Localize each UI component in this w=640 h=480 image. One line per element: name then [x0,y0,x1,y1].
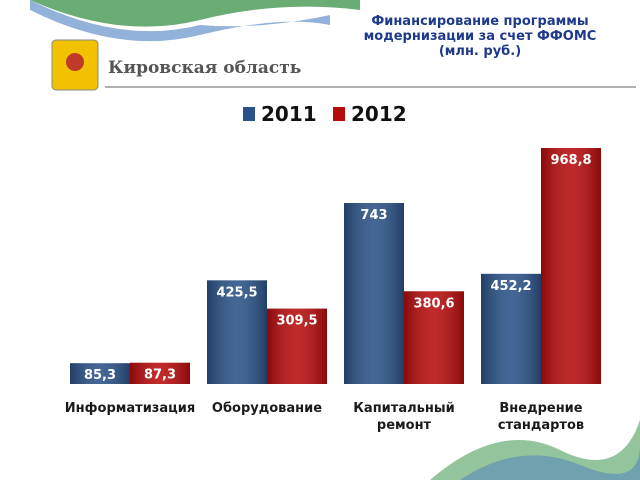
flag-decoration [30,0,330,42]
value-label: 968,8 [550,153,591,168]
region-name: Кировская область [108,58,302,78]
legend-swatch [333,107,345,121]
bar-shade [344,203,404,384]
legend-label: 2011 [261,102,317,126]
bar-shade [130,362,190,384]
flag-decoration [460,445,640,480]
category-label: Внедрение стандартов [497,401,585,433]
legend-label: 2012 [351,102,407,126]
category-label: Информатизация [64,401,196,416]
chart-title: Финансирование программы модернизации за… [363,14,597,59]
bar-shade [207,280,267,384]
value-label: 452,2 [490,279,531,294]
value-label: 425,5 [216,285,257,300]
bar-shade [404,291,464,384]
bar-shade [481,273,541,384]
coat-of-arms [66,53,84,71]
bar-shade [267,308,327,384]
value-label: 87,3 [144,368,176,383]
value-label: 309,5 [276,314,317,329]
category-label: Капитальный ремонт [353,401,455,433]
flag-decoration [430,420,640,480]
value-label: 743 [360,208,387,223]
bar-shade [70,363,130,384]
legend-swatch [243,107,255,121]
value-label: 85,3 [84,368,116,383]
flag-decoration [30,0,360,27]
category-label: Оборудование [211,401,323,416]
value-label: 380,6 [413,296,454,311]
bar-shade [541,148,601,384]
